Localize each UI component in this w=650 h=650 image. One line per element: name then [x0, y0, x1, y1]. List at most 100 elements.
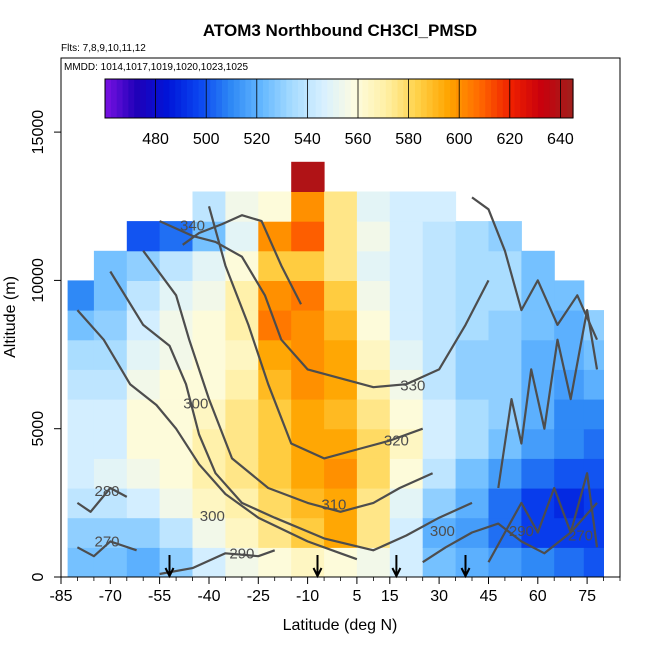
heatmap-cell	[389, 339, 424, 370]
contour-label: 340	[180, 218, 205, 235]
colorbar-segment	[181, 79, 188, 118]
contour-line	[159, 549, 276, 576]
heatmap-cell	[324, 547, 358, 577]
heatmap-cell	[225, 191, 259, 222]
colorbar-segment	[491, 79, 498, 118]
heatmap-cell	[159, 250, 193, 281]
heatmap-cell	[192, 369, 226, 400]
colorbar-segment	[385, 79, 393, 118]
colorbar-tick-label: 520	[243, 131, 270, 148]
colorbar-segment	[473, 79, 480, 118]
colorbar-segment	[151, 79, 159, 118]
latitude-arrow-head	[460, 567, 471, 579]
heatmap-cell	[291, 161, 325, 192]
heatmap-cell	[455, 547, 489, 577]
x-tick-label: 75	[578, 588, 596, 605]
x-axis-label: Latitude (deg N)	[283, 617, 398, 634]
colorbar-segment	[321, 79, 328, 118]
heatmap-cell	[93, 339, 128, 370]
x-tick-label: -25	[247, 588, 270, 605]
dates-note: MMDD: 1014,1017,1019,1020,1023,1025	[64, 62, 248, 73]
colorbar-segment	[186, 79, 194, 118]
heatmap-cell	[324, 369, 358, 400]
colorbar-segment	[467, 79, 475, 118]
heatmap-cell	[554, 310, 585, 341]
heatmap-cell	[455, 458, 489, 489]
heatmap-cell	[583, 517, 604, 548]
contour-line	[207, 206, 424, 460]
heatmap-cell	[389, 250, 424, 281]
colorbar-segment	[245, 79, 252, 118]
heatmap-cell	[521, 310, 555, 341]
x-tick-label: 5	[352, 588, 361, 605]
heatmap-cell	[455, 488, 489, 519]
colorbar-segment	[379, 79, 387, 118]
heatmap-cell	[126, 428, 161, 459]
colorbar-segment	[233, 79, 241, 118]
heatmap-cell	[389, 310, 424, 341]
heatmap-cell	[159, 369, 193, 400]
heatmap-cell	[192, 517, 226, 548]
contour-label: 300	[183, 396, 208, 413]
colorbar-segment	[514, 79, 521, 118]
contour-label: 300	[430, 523, 455, 540]
colorbar: 480 500 520 540 560 580 600 620 640	[104, 78, 574, 148]
latitude-arrow-head	[164, 567, 175, 579]
y-tick-label: 10000	[30, 258, 47, 303]
colorbar-segment	[391, 79, 399, 118]
colorbar-segment	[333, 79, 340, 118]
contour-label: 280	[94, 483, 119, 500]
contour-label: 330	[400, 378, 425, 395]
x-tick-label: -85	[49, 588, 72, 605]
heatmap-cell	[356, 280, 391, 311]
heatmap-cell	[93, 280, 128, 311]
heatmap-cell	[291, 428, 325, 459]
heatmap-cell	[422, 458, 457, 489]
heatmap-cell	[324, 221, 358, 252]
colorbar-segment	[286, 79, 293, 118]
heatmap-cell	[67, 339, 95, 370]
contour-line	[497, 309, 599, 489]
colorbar-segment	[192, 79, 200, 118]
heatmap-cell	[93, 428, 128, 459]
y-tick-label: 15000	[30, 110, 47, 155]
latitude-arrows	[164, 555, 471, 579]
heatmap-cell	[389, 280, 424, 311]
colorbar-segment	[415, 79, 422, 118]
heatmap-cell	[422, 191, 457, 222]
heatmap-cell	[192, 280, 226, 311]
colorbar-segment	[163, 79, 170, 118]
contour-line	[159, 220, 490, 389]
colorbar-segment	[222, 79, 229, 118]
colorbar-segment	[210, 79, 217, 118]
heatmap-cell	[126, 547, 161, 577]
heatmap-cell	[126, 488, 161, 519]
heatmap-cell	[258, 280, 292, 311]
heatmap-cell	[324, 488, 358, 519]
contour-labels: 340 330 320 310 300 300 300 290 290 280 270 270	[94, 218, 593, 563]
heatmap-cell	[324, 339, 358, 370]
heatmap-cell	[192, 547, 226, 577]
heatmap-cell	[389, 191, 424, 222]
heatmap-cell	[488, 458, 522, 489]
heatmap-cell	[356, 339, 391, 370]
heatmap-cell	[422, 250, 457, 281]
latitude-arrow-head	[391, 567, 402, 579]
colorbar-segment	[268, 79, 276, 118]
colorbar-segment	[432, 79, 440, 118]
x-tick-label: 30	[430, 588, 448, 605]
heatmap-cell	[126, 458, 161, 489]
heatmap-cell	[455, 399, 489, 430]
heatmap-cell	[93, 458, 128, 489]
heatmap-cell	[583, 399, 604, 430]
heatmap-cell	[192, 310, 226, 341]
axes: -85 -70 -55 -40 -25 -10 5 15 30 45 60 75 0 5000 10000 1…	[30, 110, 621, 605]
colorbar-segment	[438, 79, 445, 118]
colorbar-segment	[280, 79, 287, 118]
heatmap-cell	[554, 399, 585, 430]
colorbar-segment	[292, 79, 299, 118]
heatmap-cell	[488, 310, 522, 341]
heatmap-cell	[67, 280, 95, 311]
heatmap-cell	[455, 369, 489, 400]
